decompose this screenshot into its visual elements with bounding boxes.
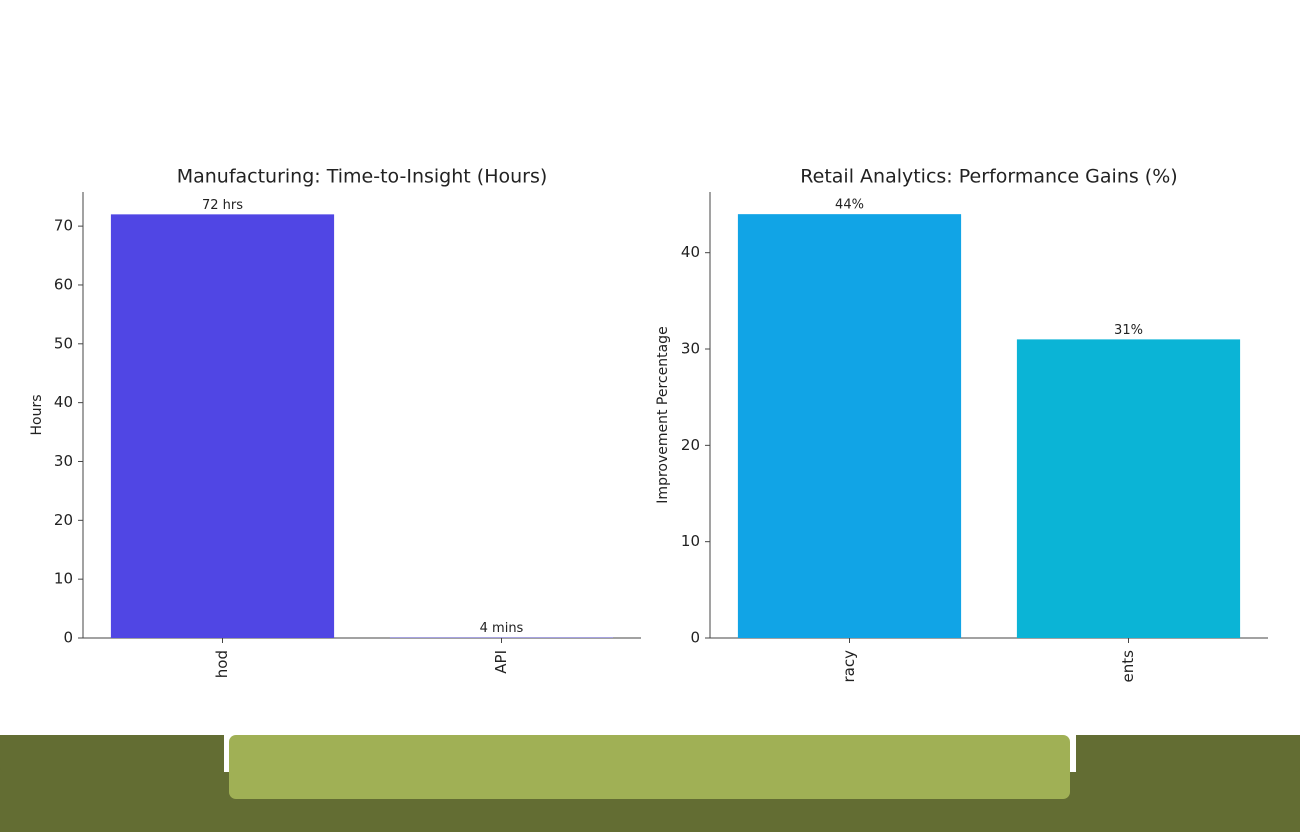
x-tick-label: hod: [213, 650, 231, 678]
y-tick-label: 70: [54, 217, 73, 235]
y-tick-label: 0: [690, 629, 700, 647]
value-label: 31%: [1114, 323, 1143, 338]
y-tick-label: 40: [681, 243, 700, 261]
value-label: 44%: [835, 198, 864, 213]
footer-tab-right: [1076, 735, 1300, 772]
x-tick-label: ents: [1119, 650, 1137, 683]
y-tick-label: 60: [54, 275, 73, 293]
y-tick-label: 10: [54, 570, 73, 588]
value-label: 4 mins: [480, 621, 524, 636]
y-tick-label: 20: [681, 436, 700, 454]
footer-tab-left: [0, 735, 224, 772]
y-tick-label: 50: [54, 334, 73, 352]
x-tick-label: API: [492, 650, 510, 674]
bar: [737, 214, 962, 638]
y-tick-label: 0: [63, 629, 73, 647]
y-tick-label: 40: [54, 393, 73, 411]
bar: [1016, 339, 1241, 638]
value-label: 72 hrs: [202, 198, 243, 213]
bar: [110, 214, 335, 639]
y-tick-label: 30: [681, 340, 700, 358]
chart-title: Manufacturing: Time-to-Insight (Hours): [177, 166, 548, 188]
y-axis-label: Improvement Percentage: [655, 326, 671, 503]
charts: Manufacturing: Time-to-Insight (Hours) Ho…: [29, 166, 1268, 683]
y-tick-label: 30: [54, 452, 73, 470]
x-tick-label: racy: [840, 650, 858, 683]
y-tick-label: 20: [54, 511, 73, 529]
chart-title: Retail Analytics: Performance Gains (%): [800, 166, 1177, 188]
y-axis-label: Hours: [29, 394, 45, 435]
y-tick-label: 10: [681, 532, 700, 550]
footer-panel: [229, 735, 1070, 799]
